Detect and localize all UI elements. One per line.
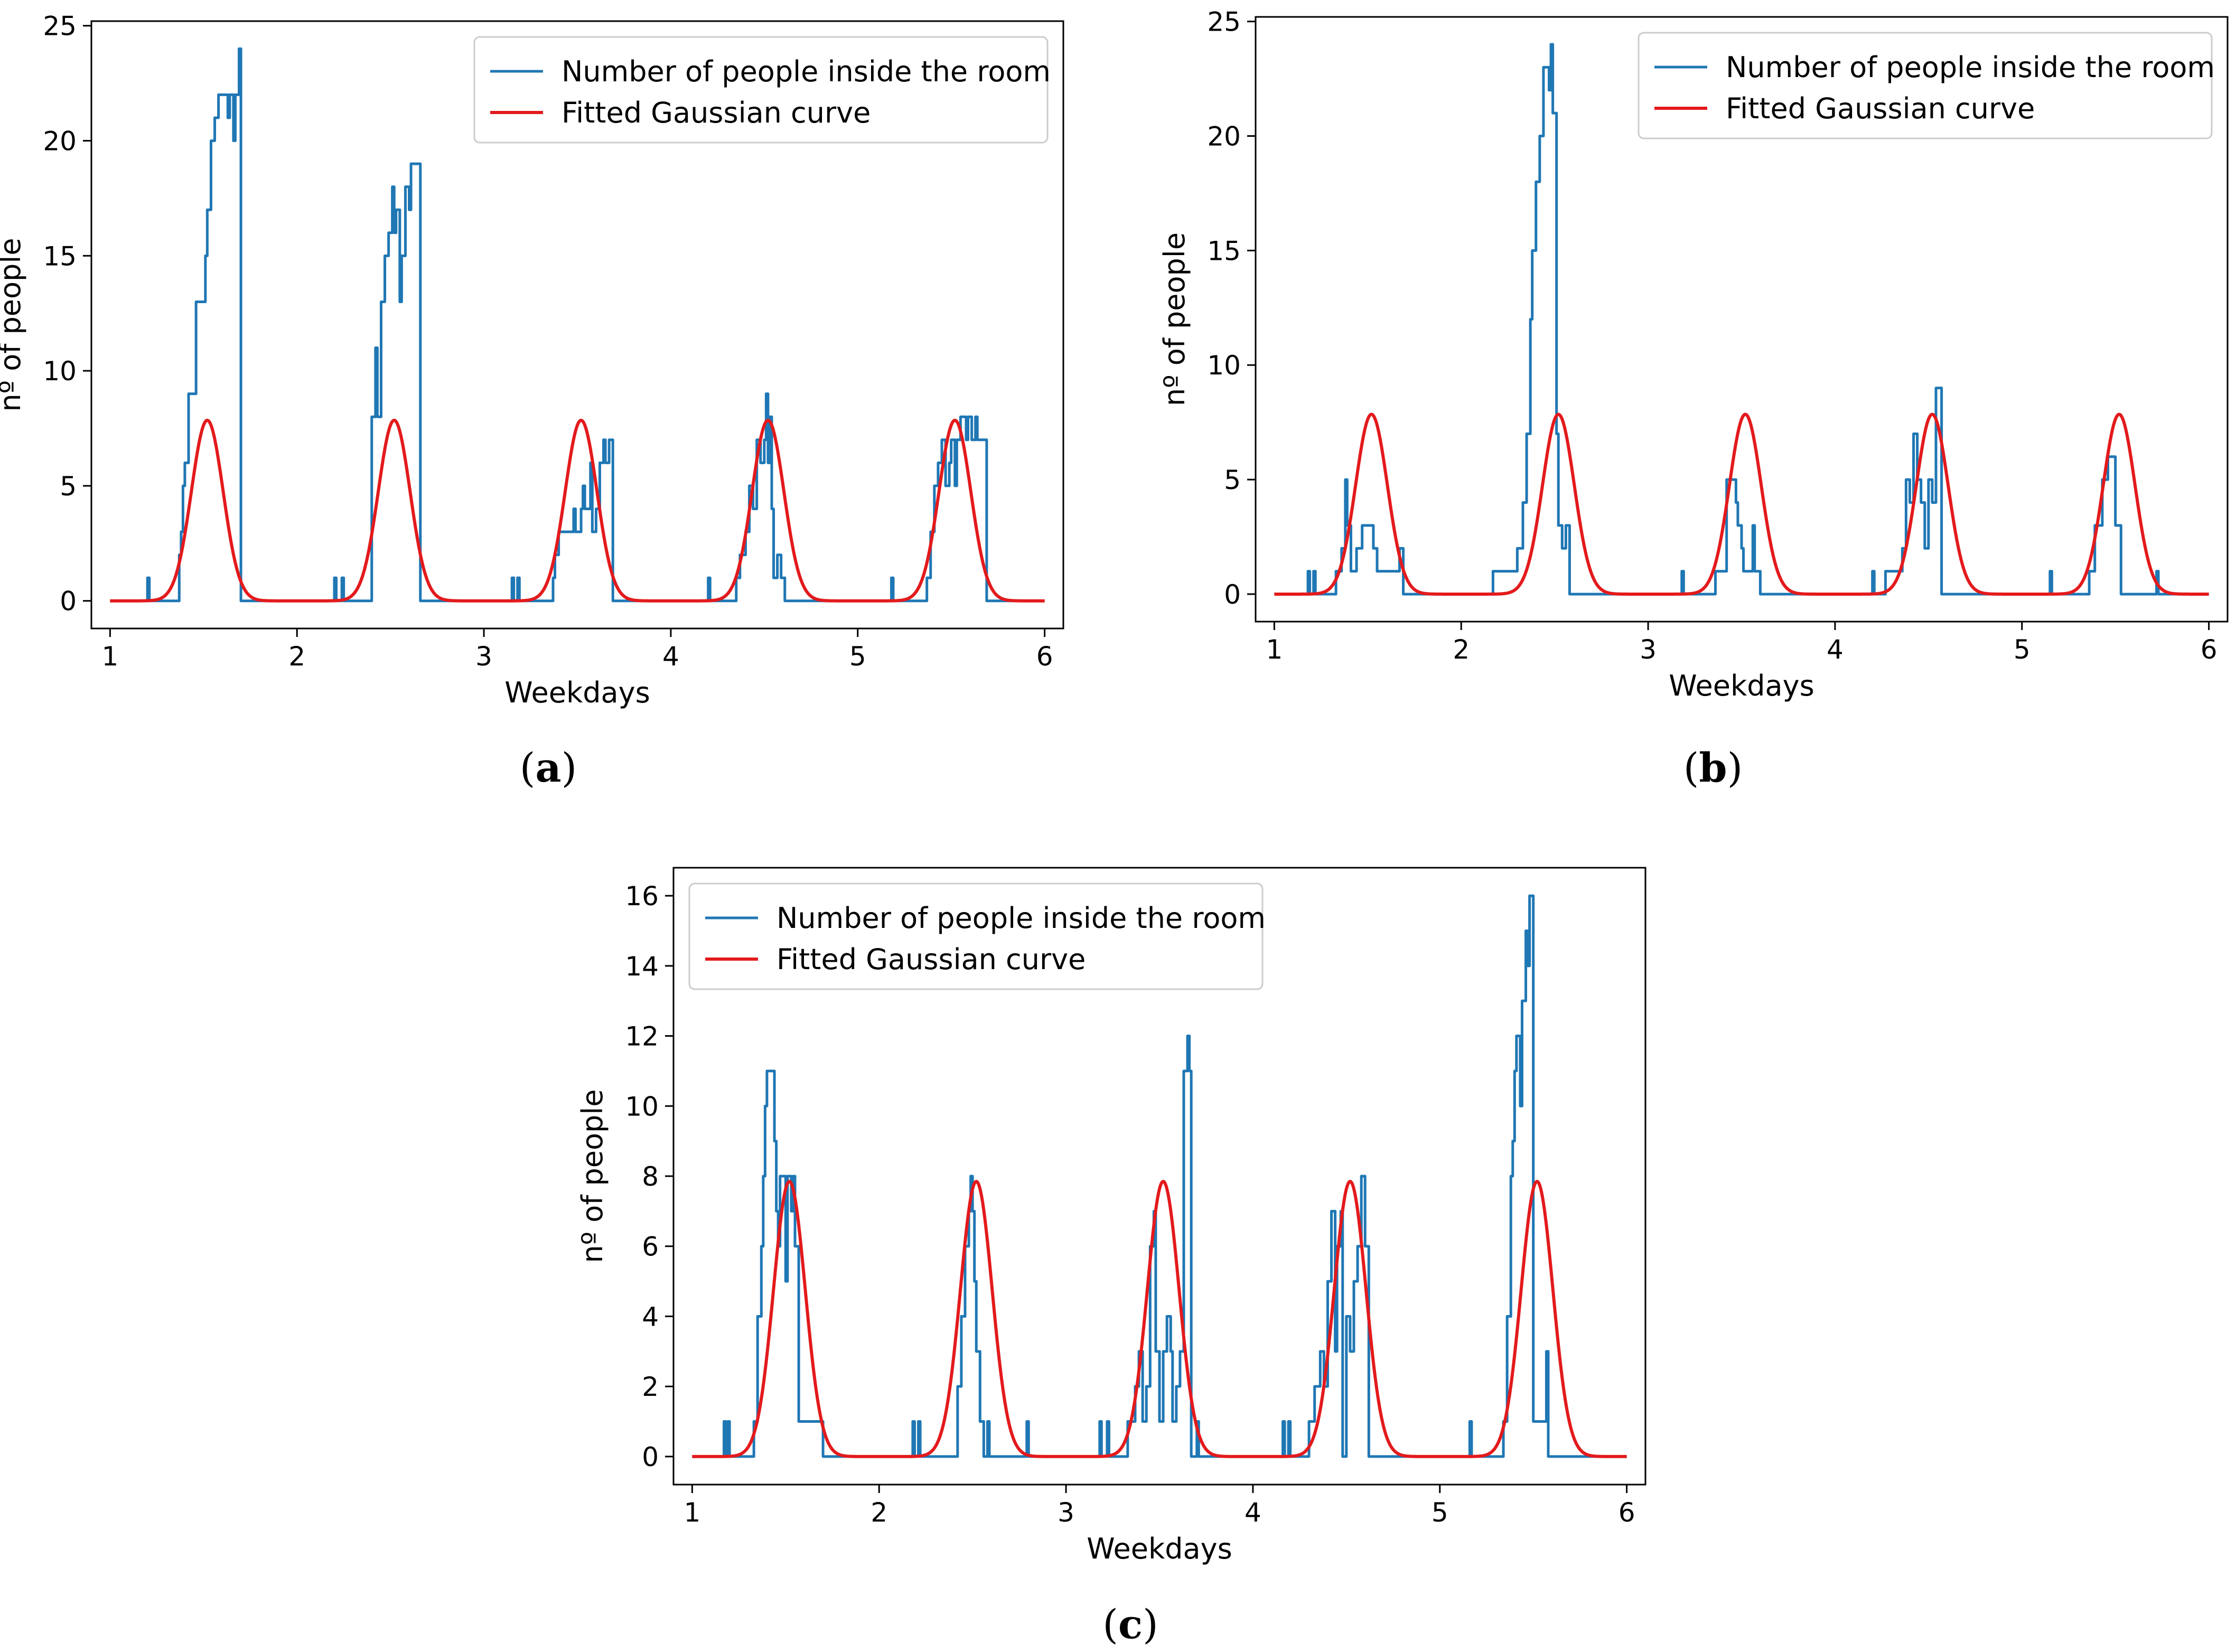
caption-letter: b — [1699, 744, 1727, 791]
chart-b: 1 2 3 4 5 6 0 5 10 15 20 25 Weekdays nº of people Numb… — [1158, 7, 2229, 791]
x-tick-label: 4 — [1245, 1497, 1261, 1528]
x-tick-label: 6 — [2201, 634, 2218, 665]
legend-b: Number of people inside the room Fitted G… — [1638, 32, 2215, 139]
y-tick-label: 20 — [1207, 121, 1241, 152]
y-tick-label: 15 — [43, 241, 77, 271]
legend-c: Number of people inside the room Fitted G… — [688, 883, 1266, 990]
x-tick-label: 6 — [1618, 1497, 1635, 1528]
x-tick-label: 5 — [2014, 634, 2031, 665]
x-tick-label: 2 — [1453, 634, 1470, 665]
y-axis-label: nº of people — [1158, 232, 1191, 406]
x-tick-label: 2 — [288, 641, 305, 672]
x-tick-label: 3 — [475, 641, 492, 672]
y-axis-label: nº of people — [0, 238, 27, 411]
legend-observed-label: Number of people inside the room — [562, 55, 1051, 88]
x-axis-label: Weekdays — [504, 676, 650, 709]
legend-observed-label: Number of people inside the room — [776, 902, 1266, 935]
fitted-gaussian-line-b — [1273, 412, 2210, 596]
legend-fitted-label: Fitted Gaussian curve — [776, 943, 1086, 976]
x-tick-label: 3 — [1058, 1497, 1074, 1528]
y-tick-label: 12 — [625, 1021, 659, 1052]
x-axis-label: Weekdays — [1087, 1532, 1232, 1565]
x-tick-label: 4 — [1827, 634, 1844, 665]
legend-box — [688, 883, 1264, 990]
x-tick-label: 4 — [662, 641, 679, 672]
x-tick-label: 6 — [1036, 641, 1053, 672]
legend-fitted-label: Fitted Gaussian curve — [1726, 92, 2035, 125]
legend-observed-label: Number of people inside the room — [1726, 51, 2215, 84]
x-tick-label: 3 — [1640, 634, 1657, 665]
caption-c: (c) — [1102, 1601, 1158, 1648]
observed-series-line-c — [692, 894, 1627, 1458]
y-tick-label: 15 — [1207, 236, 1241, 266]
y-tick-label: 25 — [43, 11, 77, 42]
y-tick-label: 6 — [642, 1232, 659, 1262]
y-tick-label: 10 — [43, 356, 77, 387]
observed-series-line-a — [110, 47, 1045, 603]
x-tick-label: 1 — [684, 1497, 700, 1528]
x-tick-label: 1 — [1266, 634, 1283, 665]
y-tick-label: 0 — [60, 586, 77, 617]
caption-b: (b) — [1683, 744, 1743, 791]
plot-frame-a — [90, 20, 1064, 630]
y-tick-label: 25 — [1207, 7, 1241, 37]
x-tick-label: 1 — [101, 641, 118, 672]
x-axis-label: Weekdays — [1669, 669, 1814, 702]
legend-a: Number of people inside the room Fitted G… — [473, 36, 1051, 144]
y-tick-label: 0 — [1224, 579, 1241, 610]
caption-letter: a — [535, 744, 561, 791]
x-tick-label: 5 — [849, 641, 866, 672]
y-tick-label: 14 — [625, 951, 659, 982]
legend-box — [473, 36, 1049, 144]
observed-series-line-b — [1274, 43, 2209, 596]
fitted-gaussian-line-c — [691, 1179, 1628, 1458]
legend-box — [1638, 32, 2213, 139]
plot-frame-b — [1255, 16, 2229, 623]
y-tick-label: 8 — [642, 1161, 659, 1192]
fitted-gaussian-line-a — [109, 418, 1046, 603]
chart-a: 1 2 3 4 5 6 0 5 10 15 20 25 Weekdays nº of people Numb… — [0, 11, 1064, 791]
y-tick-label: 0 — [642, 1442, 659, 1472]
y-tick-label: 10 — [1207, 350, 1241, 381]
legend-fitted-label: Fitted Gaussian curve — [562, 96, 871, 129]
y-axis-label: nº of people — [576, 1089, 609, 1263]
caption-letter: c — [1118, 1601, 1143, 1648]
caption-a: (a) — [520, 744, 577, 791]
y-tick-label: 16 — [625, 881, 659, 912]
y-tick-label: 5 — [1224, 465, 1241, 495]
y-tick-label: 5 — [60, 471, 77, 502]
y-tick-label: 10 — [625, 1091, 659, 1122]
y-tick-label: 2 — [642, 1372, 659, 1402]
x-tick-label: 5 — [1432, 1497, 1448, 1528]
y-tick-label: 4 — [642, 1301, 659, 1332]
y-tick-label: 20 — [43, 126, 77, 157]
x-tick-label: 2 — [871, 1497, 887, 1528]
